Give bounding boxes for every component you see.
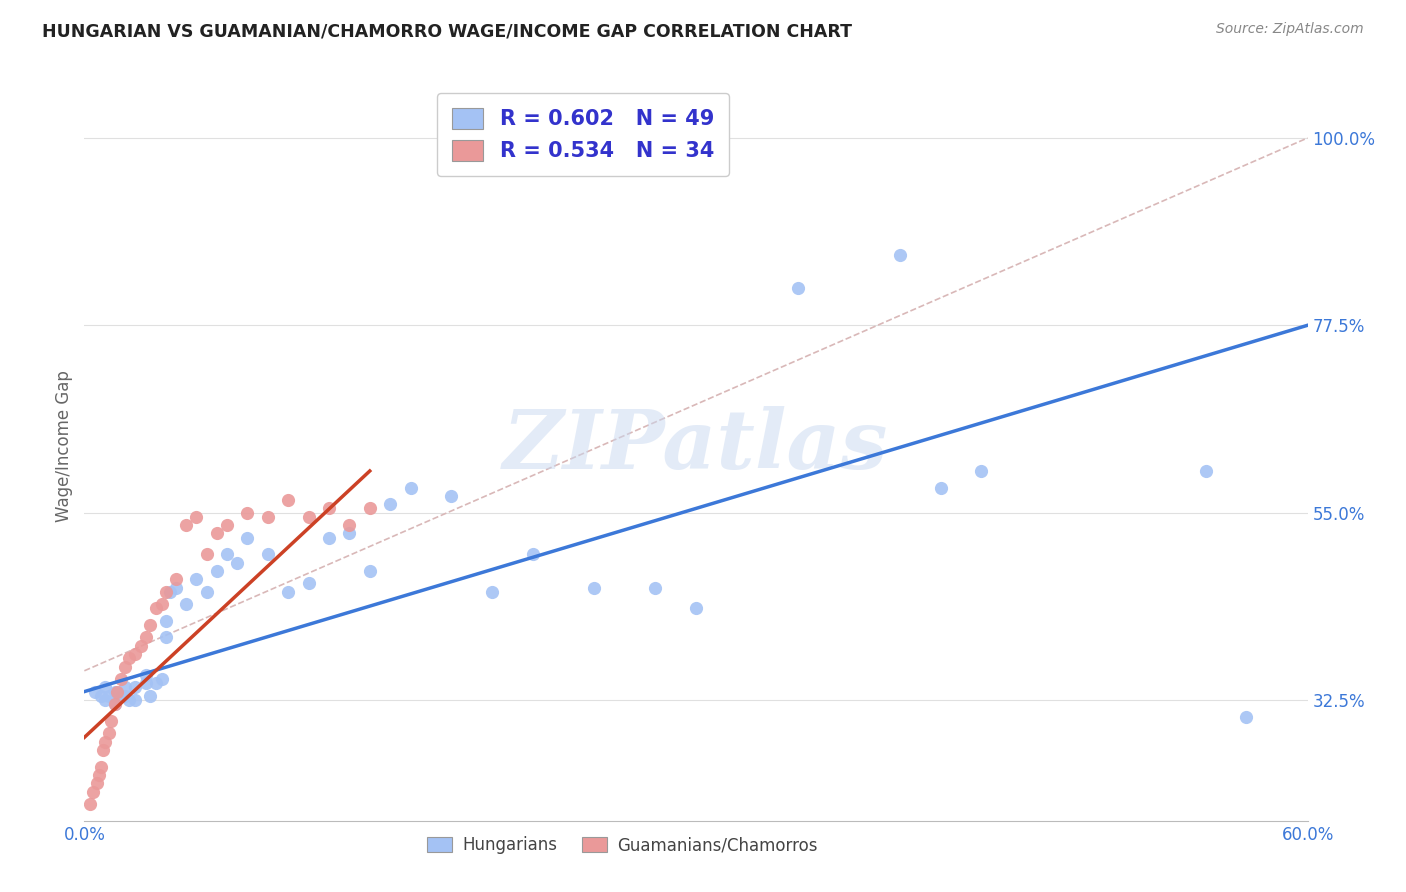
Point <box>114 681 136 695</box>
Point <box>236 506 259 520</box>
Point <box>318 531 340 545</box>
Point <box>277 493 299 508</box>
Point <box>359 564 381 578</box>
Point <box>93 681 115 695</box>
Point <box>79 797 101 811</box>
Legend: Hungarians, Guamanians/Chamorros: Hungarians, Guamanians/Chamorros <box>420 830 824 861</box>
Point <box>124 681 146 695</box>
Point <box>155 614 177 628</box>
Point <box>217 547 239 561</box>
Point <box>135 631 157 645</box>
Point <box>87 768 110 782</box>
Point <box>105 684 128 698</box>
Point <box>150 597 173 611</box>
Point <box>124 647 146 661</box>
Point <box>104 697 127 711</box>
Point <box>135 668 157 682</box>
Point <box>110 672 132 686</box>
Point <box>104 684 127 698</box>
Point <box>522 547 544 561</box>
Point <box>257 509 280 524</box>
Point <box>118 651 141 665</box>
Point <box>205 526 228 541</box>
Point <box>114 659 136 673</box>
Point <box>90 759 112 773</box>
Point <box>929 481 952 495</box>
Point <box>159 584 181 599</box>
Point <box>195 547 218 561</box>
Point <box>787 281 810 295</box>
Point <box>138 618 160 632</box>
Point <box>124 693 146 707</box>
Point <box>155 631 177 645</box>
Point <box>583 581 606 595</box>
Point <box>277 584 299 599</box>
Point <box>138 689 160 703</box>
Point <box>685 601 707 615</box>
Text: Source: ZipAtlas.com: Source: ZipAtlas.com <box>1216 22 1364 37</box>
Point <box>195 584 218 599</box>
Point <box>104 697 127 711</box>
Point <box>150 672 173 686</box>
Point <box>1236 709 1258 723</box>
Point <box>226 556 249 570</box>
Point <box>100 714 122 728</box>
Point <box>399 481 422 495</box>
Point <box>86 776 108 790</box>
Point <box>186 509 208 524</box>
Point <box>205 564 228 578</box>
Point <box>83 684 105 698</box>
Point <box>440 489 463 503</box>
Point <box>217 518 239 533</box>
Point <box>114 689 136 703</box>
Point <box>145 676 167 690</box>
Point <box>970 464 993 478</box>
Point <box>257 547 280 561</box>
Point <box>155 584 177 599</box>
Point <box>82 784 104 798</box>
Point <box>236 531 259 545</box>
Point <box>90 689 112 703</box>
Point <box>298 509 321 524</box>
Text: HUNGARIAN VS GUAMANIAN/CHAMORRO WAGE/INCOME GAP CORRELATION CHART: HUNGARIAN VS GUAMANIAN/CHAMORRO WAGE/INC… <box>42 22 852 40</box>
Point <box>318 501 340 516</box>
Point <box>186 572 208 586</box>
Point <box>165 581 187 595</box>
Point <box>131 639 153 653</box>
Point <box>1195 464 1218 478</box>
Point <box>174 597 197 611</box>
Point <box>93 693 115 707</box>
Point <box>380 497 402 511</box>
Point <box>889 247 911 261</box>
Point <box>97 689 120 703</box>
Point <box>298 576 321 591</box>
Point <box>644 581 666 595</box>
Point <box>339 526 361 541</box>
Point <box>110 689 132 703</box>
Y-axis label: Wage/Income Gap: Wage/Income Gap <box>55 370 73 522</box>
Point <box>93 734 115 748</box>
Point <box>97 726 120 740</box>
Point <box>135 676 157 690</box>
Point <box>481 584 503 599</box>
Point <box>174 518 197 533</box>
Text: ZIPatlas: ZIPatlas <box>503 406 889 486</box>
Point <box>91 743 114 757</box>
Point <box>339 518 361 533</box>
Point <box>359 501 381 516</box>
Point <box>145 601 167 615</box>
Point <box>118 693 141 707</box>
Point <box>165 572 187 586</box>
